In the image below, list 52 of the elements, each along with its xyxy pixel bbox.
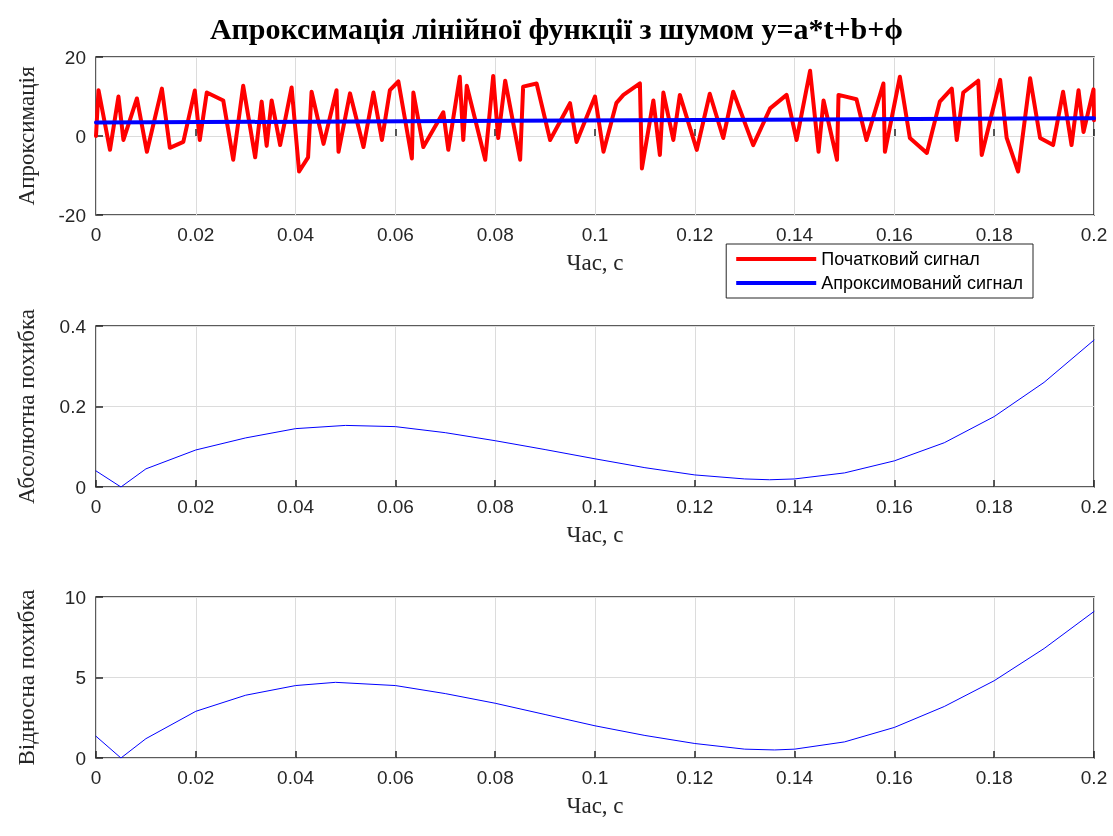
y-tick-label: 10	[64, 586, 86, 608]
y-tick-label: 0	[75, 476, 86, 498]
x-tick-label: 0.12	[676, 767, 714, 788]
x-axis-title: Час, с	[566, 793, 624, 818]
x-axis-title: Час, с	[566, 522, 624, 547]
x-tick-label: 0.06	[376, 496, 414, 517]
y-tick-label: 20	[64, 46, 86, 68]
x-tick-label: 0	[90, 496, 102, 517]
x-tick-label: 0.04	[277, 224, 315, 245]
x-tick-label: 0.06	[376, 224, 414, 245]
x-tick-label: 0.02	[177, 496, 215, 517]
y-tick-label: 0	[75, 125, 86, 147]
y-tick-label: -20	[58, 204, 86, 226]
x-tick-label: 0.14	[776, 224, 814, 245]
x-tick-label: 0.16	[875, 496, 913, 517]
legend-label: Початковий сигнал	[821, 249, 980, 269]
x-tick-label: 0.06	[376, 767, 414, 788]
x-tick-label: 0	[90, 767, 102, 788]
x-tick-label: 0.08	[476, 496, 514, 517]
x-tick-label: 0.12	[676, 224, 714, 245]
x-tick-label: 0.16	[875, 767, 913, 788]
x-tick-label: 0.04	[277, 496, 315, 517]
y-axis-title: Абсолютна похибка	[14, 308, 39, 505]
x-tick-label: 0.18	[975, 767, 1013, 788]
y-tick-label: 0	[75, 747, 86, 769]
x-tick-label: 0.1	[581, 767, 609, 788]
x-axis-title: Час, с	[566, 250, 624, 275]
x-tick-label: 0.18	[975, 496, 1013, 517]
y-tick-label: 0.4	[59, 315, 87, 337]
x-tick-label: 0.18	[975, 224, 1013, 245]
x-tick-label: 0.02	[177, 224, 215, 245]
line-series	[94, 68, 1096, 174]
legend-label: Апроксимований сигнал	[821, 273, 1024, 293]
x-tick-label: 0	[90, 224, 102, 245]
x-tick-label: 0.12	[676, 496, 714, 517]
x-tick-label: 0.1	[581, 496, 609, 517]
y-axis-title: Апроксимація	[14, 66, 39, 206]
x-tick-label: 0.2	[1080, 496, 1108, 517]
y-tick-label: 0.2	[59, 396, 86, 417]
x-tick-label: 0.1	[581, 224, 609, 245]
chart-title: Апроксимація лінійної функції з шумом y=a*t+b+ϕ	[209, 11, 904, 45]
x-tick-label: 0.14	[776, 496, 814, 517]
x-tick-label: 0.08	[476, 224, 514, 245]
x-tick-label: 0.14	[776, 767, 814, 788]
x-tick-label: 0.04	[277, 767, 315, 788]
x-tick-label: 0.16	[875, 224, 913, 245]
x-tick-label: 0.2	[1080, 767, 1108, 788]
y-tick-label: 5	[75, 667, 86, 688]
x-tick-label: 0.2	[1080, 224, 1108, 245]
y-axis-title: Відносна похибка	[14, 589, 39, 766]
x-tick-label: 0.02	[177, 767, 215, 788]
x-tick-label: 0.08	[476, 767, 514, 788]
